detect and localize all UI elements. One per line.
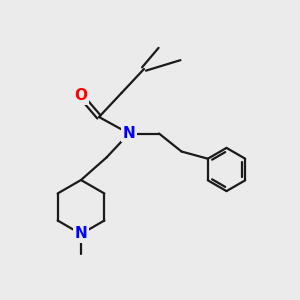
Text: O: O (74, 88, 88, 104)
Text: N: N (75, 226, 87, 242)
Text: N: N (123, 126, 135, 141)
